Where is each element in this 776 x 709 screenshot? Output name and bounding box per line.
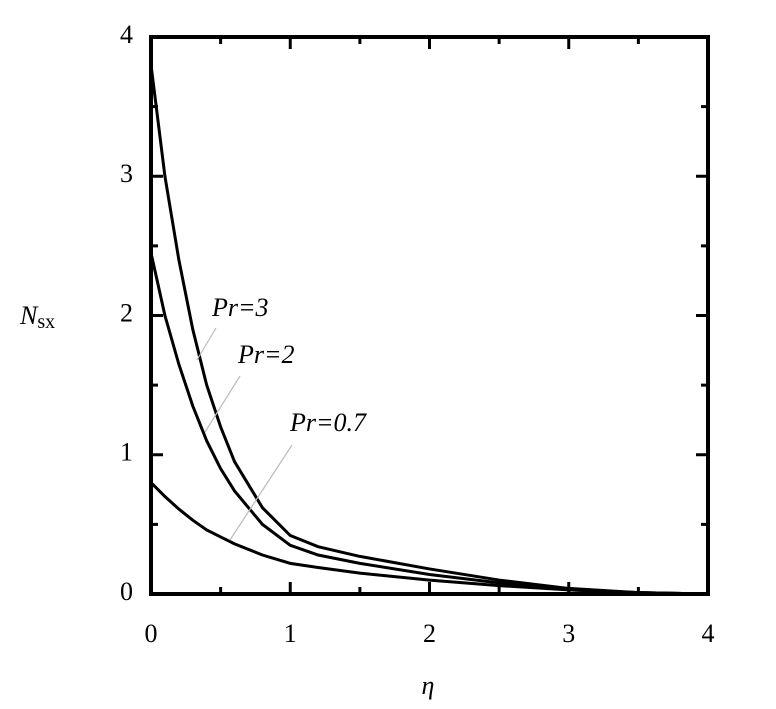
label-leader [229, 444, 293, 541]
y-axis-label-main: N [19, 301, 39, 330]
series-label: Pr=2 [237, 340, 295, 369]
y-tick-label: 2 [120, 298, 133, 327]
label-leader [196, 327, 217, 361]
y-tick-label: 4 [120, 20, 133, 49]
y-tick-label: 0 [120, 577, 133, 606]
x-tick-label: 0 [145, 619, 158, 648]
x-tick-label: 4 [702, 619, 715, 648]
y-axis-label-sub: sx [37, 311, 55, 333]
y-tick-label: 3 [120, 159, 133, 188]
series-label: Pr=0.7 [289, 408, 367, 437]
x-tick-label: 2 [423, 619, 436, 648]
y-tick-label: 1 [120, 438, 133, 467]
x-tick-label: 3 [562, 619, 575, 648]
series-line [149, 64, 709, 596]
y-axis-label: Nsx [19, 301, 55, 333]
series-line [149, 481, 709, 596]
x-axis-label: η [422, 671, 435, 700]
x-tick-label: 1 [284, 619, 297, 648]
label-leader [204, 375, 241, 433]
series-label: Pr=3 [211, 293, 269, 322]
